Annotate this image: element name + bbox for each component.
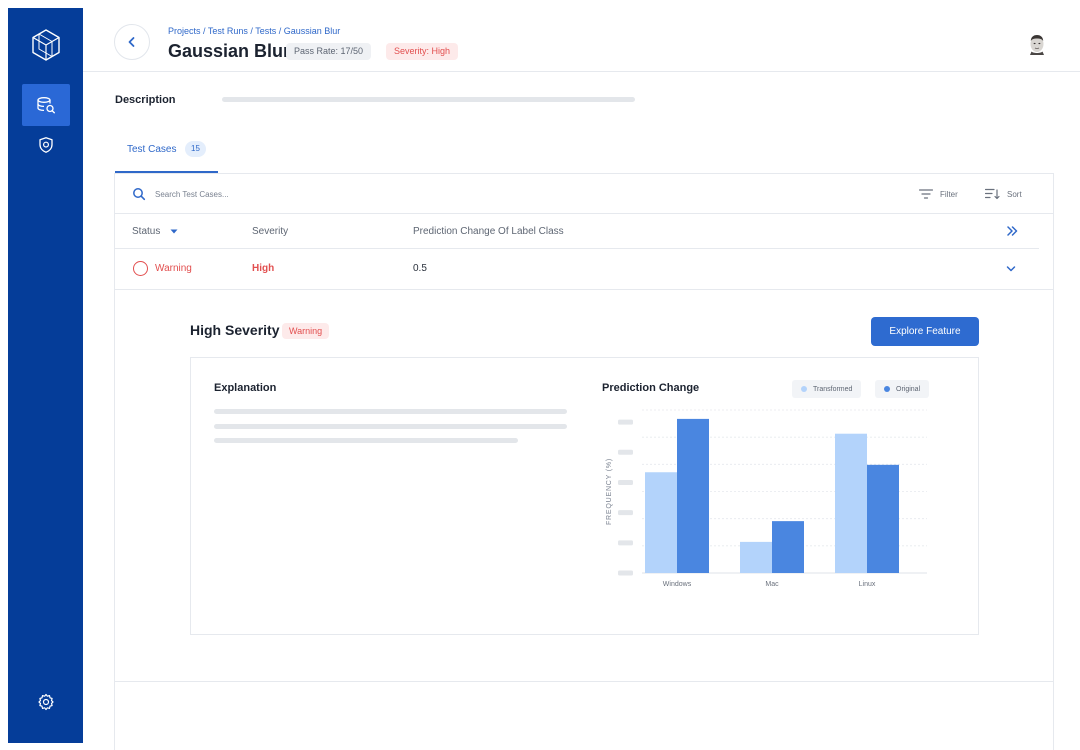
legend-item-transformed[interactable]: Transformed: [792, 380, 862, 398]
prediction-change-title: Prediction Change: [602, 382, 700, 394]
chevron-left-icon: [128, 37, 135, 47]
tab-test-cases[interactable]: Test Cases 15: [115, 138, 218, 173]
detail-card: Explanation Prediction Change Transforme…: [190, 357, 979, 635]
section-divider: [115, 681, 1053, 682]
explanation-placeholder-line: [214, 409, 567, 414]
double-chevron-right-icon[interactable]: [1005, 224, 1019, 238]
y-axis-label: FREQUENCY (%): [606, 458, 613, 525]
bar-original-linux: [867, 464, 899, 573]
x-tick-label: Linux: [859, 581, 876, 588]
bar-transformed-mac: [740, 541, 772, 573]
explanation-title: Explanation: [214, 382, 277, 394]
sidebar-item-security[interactable]: [22, 124, 70, 166]
filter-icon: [919, 189, 933, 199]
explore-feature-button[interactable]: Explore Feature: [871, 317, 979, 346]
description-placeholder: [222, 97, 635, 102]
caret-down-icon: [170, 229, 178, 234]
gear-icon: [38, 693, 54, 711]
detail-title: High Severity: [190, 322, 280, 338]
chevron-down-icon[interactable]: [1005, 263, 1017, 275]
filter-button[interactable]: Filter: [919, 186, 958, 202]
legend-swatch: [884, 386, 890, 392]
page-title: Gaussian Blur: [168, 41, 291, 61]
y-tick-placeholder: [618, 479, 633, 485]
bar-transformed-linux: [835, 433, 867, 573]
sort-icon: [985, 188, 1000, 200]
tab-label: Test Cases: [127, 144, 177, 155]
filter-label: Filter: [940, 189, 958, 199]
description-label: Description: [115, 94, 176, 106]
column-header-prediction-change[interactable]: Prediction Change Of Label Class: [413, 226, 564, 237]
legend-label: Transformed: [813, 385, 853, 393]
x-tick-label: Windows: [663, 581, 692, 588]
back-button[interactable]: [114, 24, 150, 60]
x-tick-label: Mac: [765, 581, 779, 588]
table-row[interactable]: Warning High 0.5: [115, 249, 1053, 290]
cube-logo-icon: [32, 29, 60, 61]
tab-count-badge: 15: [185, 141, 206, 157]
table-header: Status Severity Prediction Change Of Lab…: [115, 214, 1039, 249]
legend-item-original[interactable]: Original: [875, 380, 930, 398]
sidebar: [8, 8, 83, 743]
y-tick-placeholder: [618, 570, 633, 576]
pass-rate-badge: Pass Rate: 17/50: [286, 43, 372, 60]
y-tick-placeholder: [618, 510, 633, 516]
table-toolbar: Filter Sort: [115, 173, 1053, 214]
prediction-change-cell: 0.5: [413, 263, 427, 274]
bar-original-mac: [772, 521, 804, 573]
column-header-label: Status: [132, 226, 161, 237]
avatar[interactable]: [1027, 33, 1047, 55]
settings-button[interactable]: [22, 681, 70, 723]
explanation-placeholder-line: [214, 424, 567, 429]
shield-icon: [39, 137, 53, 153]
sort-button[interactable]: Sort: [985, 186, 1022, 202]
bar-transformed-windows: [645, 472, 677, 573]
severity-badge: Severity: High: [386, 43, 459, 60]
search-icon: [133, 188, 146, 201]
warning-status-icon: [133, 261, 148, 276]
page-header: Projects / Test Runs / Tests / Gaussian …: [83, 0, 1080, 72]
breadcrumb[interactable]: Projects / Test Runs / Tests / Gaussian …: [168, 26, 341, 36]
warning-badge: Warning: [282, 323, 330, 339]
bar-original-windows: [677, 418, 709, 573]
column-header-severity[interactable]: Severity: [252, 226, 289, 237]
status-text: Warning: [155, 263, 192, 274]
column-header-status[interactable]: Status: [132, 226, 178, 237]
y-tick-placeholder: [618, 449, 633, 455]
y-tick-placeholder: [618, 419, 633, 425]
y-tick-placeholder: [618, 540, 633, 546]
severity-cell: High: [252, 263, 275, 274]
test-cases-panel: Filter Sort Status Severity Prediction C…: [114, 173, 1054, 750]
prediction-change-chart: FREQUENCY (%) Windows Mac Linux: [606, 409, 927, 588]
status-cell: Warning: [133, 261, 192, 276]
legend-swatch: [801, 386, 807, 392]
legend-label: Original: [896, 385, 921, 393]
explanation-placeholder-line: [214, 438, 518, 443]
database-search-icon: [37, 97, 55, 114]
sidebar-item-test-runs[interactable]: [22, 84, 70, 126]
sort-label: Sort: [1007, 189, 1022, 199]
search-input[interactable]: [155, 186, 455, 202]
